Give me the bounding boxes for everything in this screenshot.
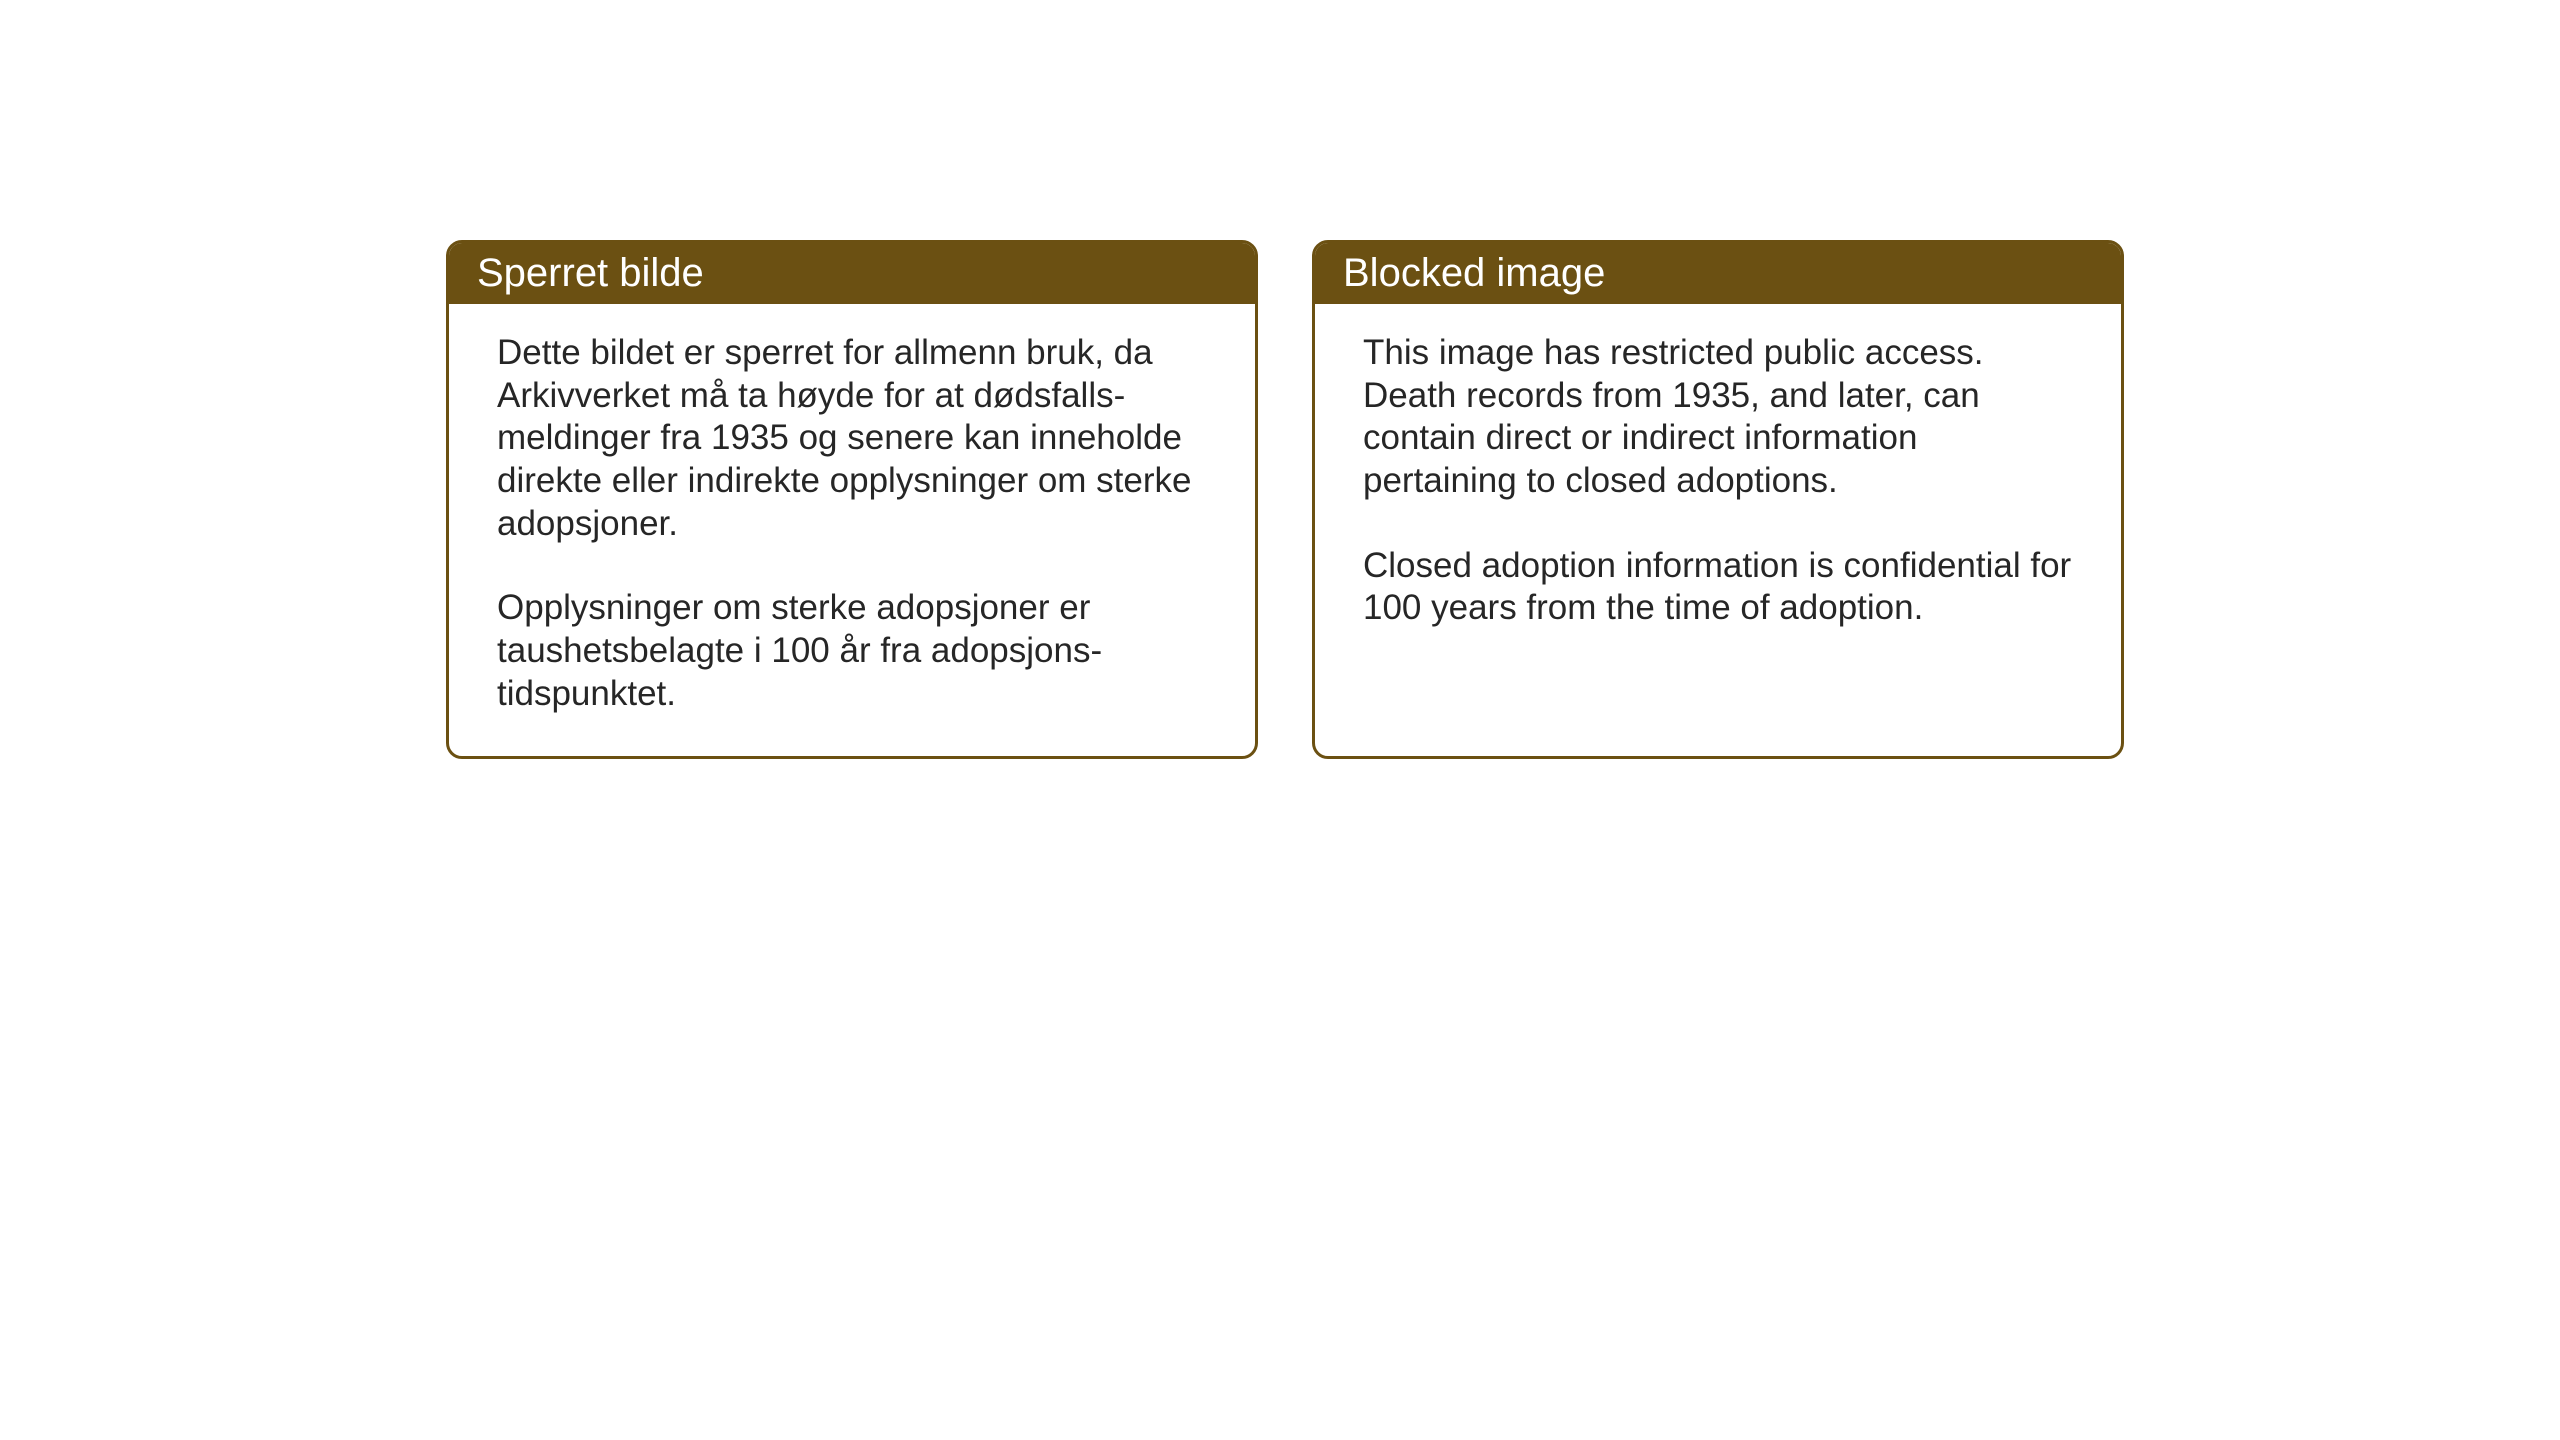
- card-norwegian-header: Sperret bilde: [449, 243, 1255, 304]
- card-norwegian-paragraph-2: Opplysninger om sterke adopsjoner er tau…: [497, 587, 1207, 715]
- cards-container: Sperret bilde Dette bildet er sperret fo…: [446, 240, 2124, 759]
- card-norwegian-paragraph-1: Dette bildet er sperret for allmenn bruk…: [497, 332, 1207, 545]
- card-norwegian-body: Dette bildet er sperret for allmenn bruk…: [449, 304, 1255, 756]
- card-english-header: Blocked image: [1315, 243, 2121, 304]
- card-english-paragraph-1: This image has restricted public access.…: [1363, 332, 2073, 503]
- card-english: Blocked image This image has restricted …: [1312, 240, 2124, 759]
- card-english-body: This image has restricted public access.…: [1315, 304, 2121, 710]
- card-norwegian: Sperret bilde Dette bildet er sperret fo…: [446, 240, 1258, 759]
- card-english-paragraph-2: Closed adoption information is confident…: [1363, 545, 2073, 630]
